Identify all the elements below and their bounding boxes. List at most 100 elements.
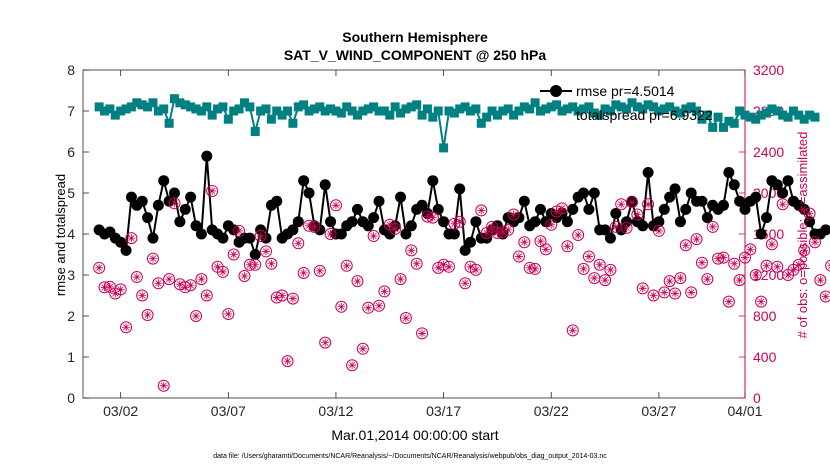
obs-point-circle [168,197,181,210]
rmse-point [717,199,729,211]
obs-point-circle [744,243,757,256]
obs-point-circle [825,259,830,272]
spread-point [196,106,206,116]
obs-point-circle [200,289,213,302]
obs-point-asterisk [380,287,389,296]
obs-point-circle [233,224,246,237]
spread-point [272,106,282,116]
obs-point-circle [329,199,342,212]
obs-point [190,310,203,322]
obs-point [728,257,741,270]
spread-point [153,106,163,116]
obs-point-asterisk [434,263,443,272]
obs-point [281,355,294,368]
obs-point-circle [125,232,138,245]
obs-point [329,199,342,212]
spread-point [552,100,562,110]
obs-point-circle [459,277,472,290]
spread-point [751,114,761,124]
obs-point [652,224,665,237]
rmse-point [685,187,697,199]
rmse-point [465,236,477,248]
spread-point [266,114,276,124]
y-left-tick-label: 4 [67,226,75,242]
obs-point-circle [808,236,821,249]
obs-point-asterisk [676,274,685,283]
spread-point [702,110,712,120]
obs-point-circle [599,274,612,287]
obs-point-asterisk [762,261,771,270]
obs-point-circle [593,258,606,271]
obs-point-asterisk [353,277,362,286]
obs-point-circle [582,250,595,263]
obs-point [739,251,751,264]
y-left-tick-label: 0 [67,390,75,406]
obs-point-asterisk [229,250,238,259]
obs-point [206,184,219,197]
footnote: data file: /Users/gharamti/Documents/NCA… [213,453,607,460]
spread-point [509,110,519,120]
rmse-point [653,216,665,228]
obs-point-asterisk [401,314,410,323]
obs-point [539,243,552,256]
spread-point [422,104,432,114]
obs-point-asterisk [520,238,529,247]
obs-point [674,272,687,285]
obs-point-circle [792,258,805,271]
obs-point-circle [701,273,714,286]
obs-point-asterisk [574,231,583,240]
rmse-point [152,199,164,211]
spread-point [805,110,815,120]
spread-point [148,98,158,108]
obs-point-circle [130,271,143,284]
rmse-point [416,199,428,211]
rmse-point [669,183,681,195]
spread-point [541,104,551,114]
spread-point [503,104,513,114]
rmse-point [335,228,347,240]
x-tick-label: 03/17 [426,403,461,419]
spread-point [616,102,626,112]
spread-point [654,106,664,116]
obs-point-asterisk [741,253,749,262]
obs-point-asterisk [708,222,717,231]
obs-point-circle [426,211,439,224]
x-tick-label: 03/02 [103,403,138,419]
obs-point-asterisk [251,260,260,269]
obs-point-asterisk [391,224,400,233]
rmse-point [400,228,412,240]
rmse-point [454,183,466,195]
obs-point-asterisk [256,232,265,241]
obs-point [308,220,321,233]
rmse-point [534,203,546,215]
spread-point [331,106,341,116]
spread-point [455,104,465,114]
spread-point [299,100,309,110]
obs-point-circle [706,220,719,233]
chart-title-line-1: Southern Hemisphere [342,29,488,45]
obs-point [825,259,830,272]
obs-point [566,324,579,337]
spread-point [105,104,115,114]
rmse-point [351,203,363,215]
obs-point [469,263,482,276]
rmse-point [303,187,315,199]
obs-point-circle [652,224,665,237]
obs-point-asterisk [488,222,497,231]
rmse-point [604,232,616,244]
spread-point [277,110,287,120]
obs-point-circle [453,215,466,228]
obs-point-asterisk [800,246,809,255]
spread-point [767,104,777,114]
obs-point-asterisk [261,247,270,256]
obs-point-asterisk [412,259,421,268]
rmse-point [292,216,304,228]
rmse-point [448,228,460,240]
spread-point [175,98,185,108]
obs-point-circle [577,262,590,275]
obs-point-circle [356,342,369,355]
obs-point-circle [399,312,412,325]
obs-point [502,223,515,236]
obs-point [545,218,558,231]
obs-point-asterisk [816,276,825,285]
